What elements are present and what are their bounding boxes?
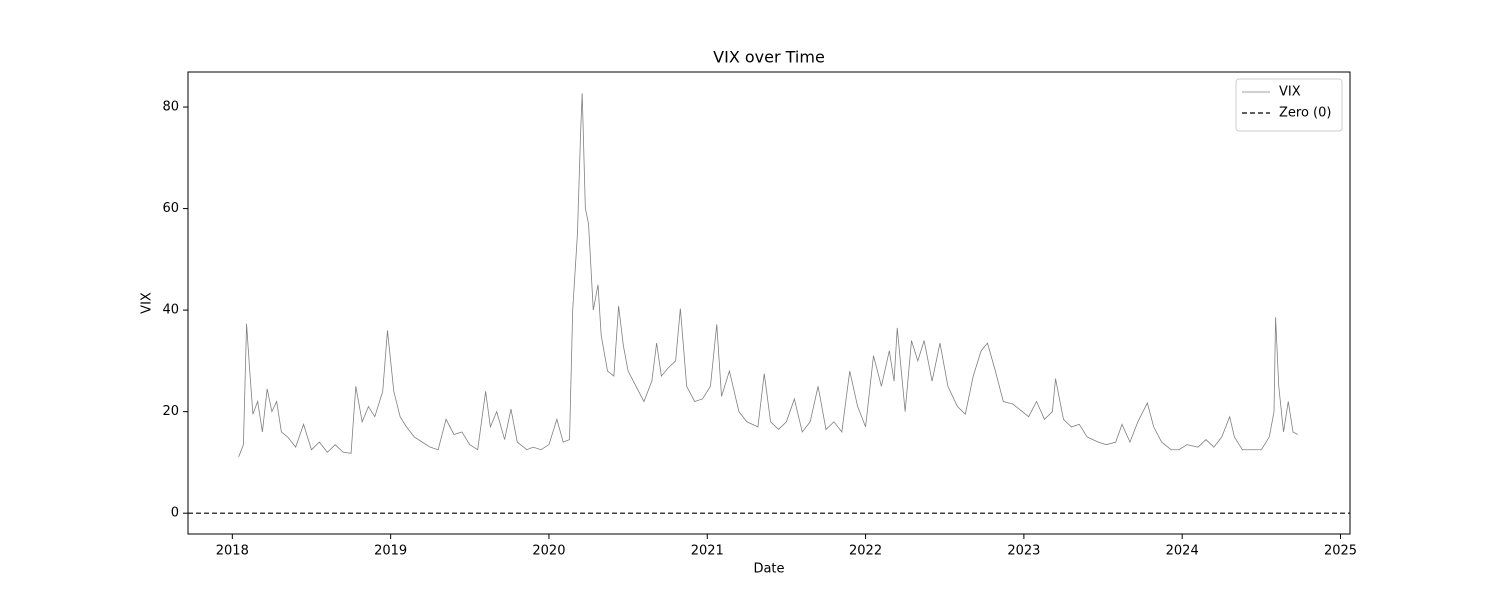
x-tick-label: 2024 [1166,544,1199,559]
x-tick-label: 2020 [532,544,565,559]
x-tick-label: 2025 [1324,544,1357,559]
y-tick-label: 0 [171,506,179,521]
x-tick-label: 2022 [849,544,882,559]
y-tick-label: 80 [162,100,179,115]
y-tick-label: 60 [162,201,179,216]
x-tick-label: 2019 [374,544,407,559]
plot-frame [187,71,1351,535]
x-axis-label: Date [753,562,784,577]
y-tick-label: 40 [162,303,179,318]
x-tick-label: 2021 [691,544,724,559]
legend-label: Zero (0) [1279,106,1331,121]
y-tick-label: 20 [162,404,179,419]
y-axis-label: VIX [140,292,155,314]
data-line [238,93,1298,457]
legend-label: VIX [1279,85,1301,100]
x-tick-label: 2018 [216,544,249,559]
x-tick-label: 2023 [1007,544,1040,559]
chart-title: VIX over Time [713,48,825,67]
